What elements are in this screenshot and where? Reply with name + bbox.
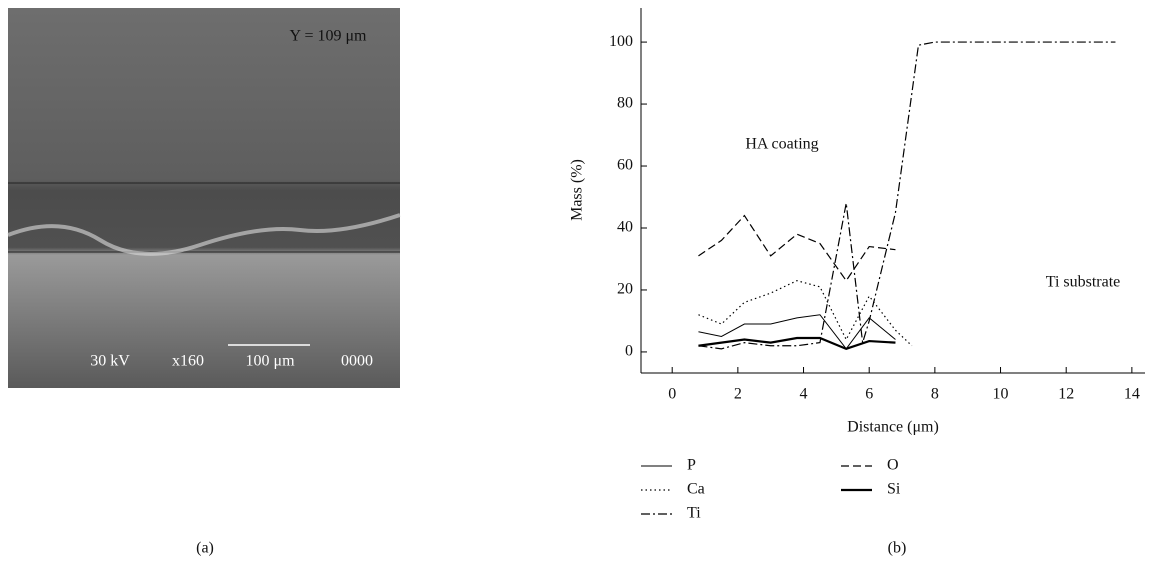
y-axis-label: Mass (%) — [569, 159, 586, 221]
y-tick-label: 100 — [609, 33, 633, 50]
data-line — [698, 314, 896, 350]
sem-image — [7, 8, 401, 388]
legend-label: P — [687, 457, 696, 474]
legend-label: Si — [887, 481, 901, 498]
data-line — [698, 336, 896, 351]
data-line — [698, 41, 1116, 350]
legend-label: Ti — [687, 505, 701, 522]
scale-bar-label: 100 μm — [245, 353, 295, 370]
magnification: x160 — [172, 353, 204, 370]
legend-label: O — [887, 457, 899, 474]
panel-label: (a) — [196, 540, 214, 557]
y-tick-label: 0 — [625, 343, 633, 360]
y-tick-label: 40 — [617, 219, 633, 236]
x-tick-label: 6 — [865, 386, 873, 403]
x-tick-label: 14 — [1124, 386, 1140, 403]
annotation: HA coating — [745, 136, 818, 153]
panel-label: (b) — [888, 540, 907, 557]
x-axis-label: Distance (μm) — [847, 419, 939, 436]
x-tick-label: 4 — [800, 386, 808, 403]
x-tick-label: 8 — [931, 386, 939, 403]
x-tick-label: 12 — [1058, 386, 1074, 403]
y-tick-label: 80 — [617, 95, 633, 112]
scale-note: Y = 109 μm — [289, 28, 367, 45]
data-line — [698, 280, 913, 347]
data-line — [698, 214, 896, 282]
x-tick-label: 0 — [668, 386, 676, 403]
y-tick-label: 20 — [617, 281, 633, 298]
x-tick-label: 10 — [993, 386, 1009, 403]
voltage: 30 kV — [90, 353, 130, 370]
code: 0000 — [341, 353, 373, 370]
info: 10 41 SEI — [408, 353, 472, 370]
x-tick-label: 2 — [734, 386, 742, 403]
legend-label: Ca — [687, 481, 705, 498]
y-tick-label: 60 — [617, 157, 633, 174]
annotation: Ti substrate — [1046, 274, 1121, 291]
